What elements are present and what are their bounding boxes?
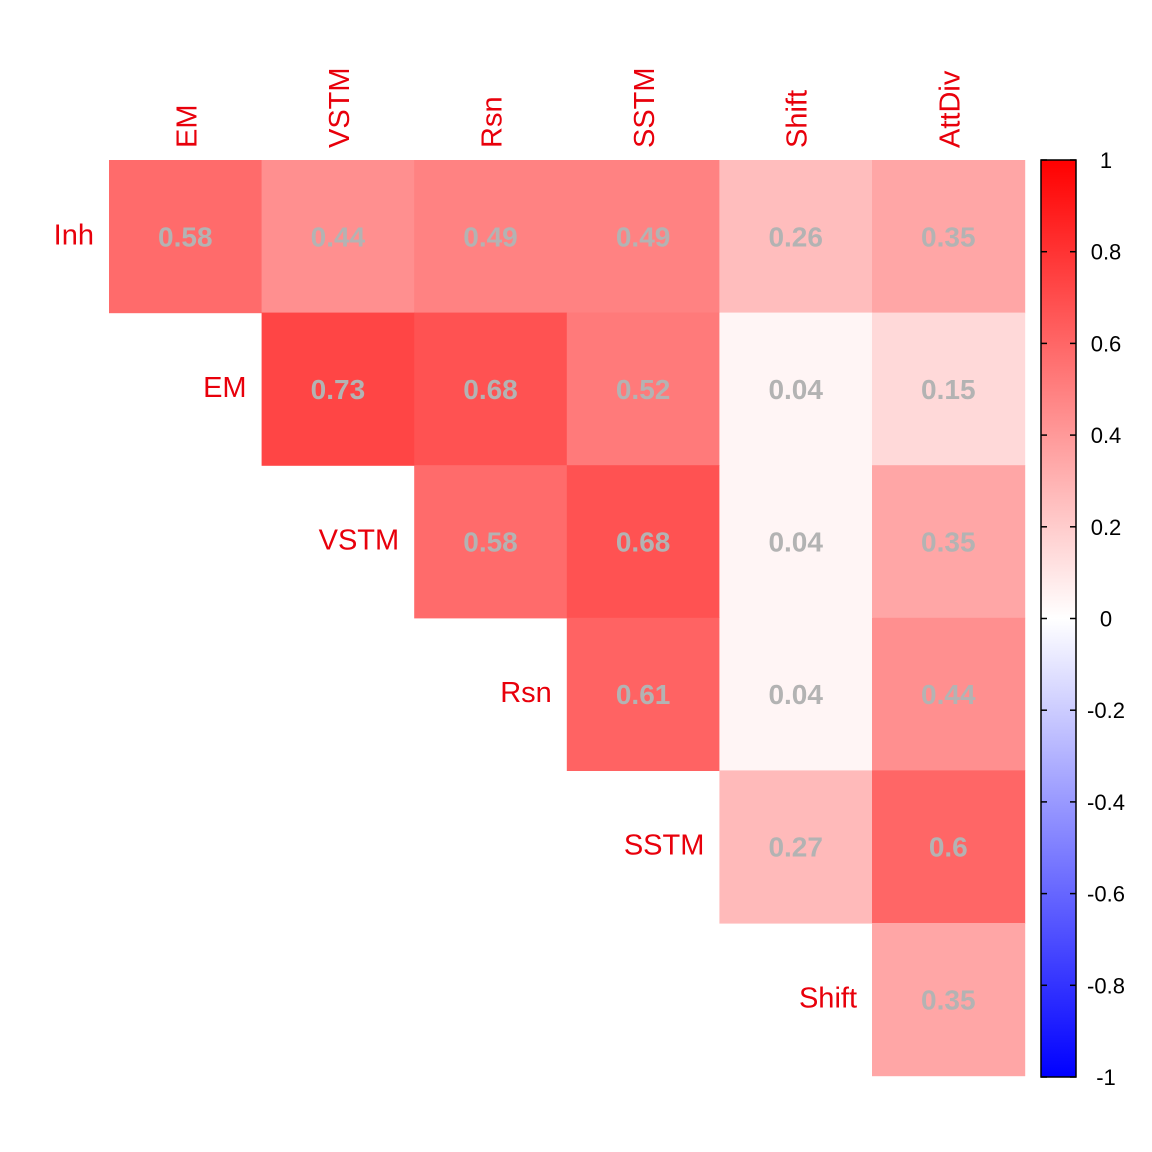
heatmap-cell [414, 312, 568, 466]
row-label: Shift [799, 982, 857, 1014]
legend-tick-label: 0.6 [1091, 331, 1122, 356]
legend-tick-label: 1 [1100, 148, 1112, 173]
legend-tick-label: 0.8 [1091, 240, 1122, 265]
legend-tick-label: -0.4 [1087, 790, 1125, 815]
row-labels: Inh EM VSTM Rsn SSTM Shift [54, 219, 857, 1014]
cell-value-label: 0.44 [311, 221, 366, 252]
heatmap-cell [719, 617, 873, 771]
legend-tick-label: -0.2 [1087, 698, 1125, 723]
heatmap-cell [872, 617, 1026, 771]
legend-tick-label: -0.6 [1087, 882, 1125, 907]
cell-value-label: 0.49 [463, 221, 518, 252]
heatmap-cell [566, 617, 720, 771]
cell-value-label: 0.26 [768, 221, 823, 252]
heatmap-cell [719, 465, 873, 619]
cell-value-label: 0.35 [921, 984, 976, 1015]
cell-value-label: 0.61 [616, 679, 671, 710]
column-label: SSTM [629, 67, 661, 148]
heatmap-cell [872, 923, 1026, 1077]
cell-value-label: 0.27 [768, 832, 823, 863]
row-label: Inh [54, 219, 94, 251]
heatmap-cell [719, 312, 873, 466]
color-legend: 1 0.8 0.6 0.4 0.2 0 -0.2 -0.4 -0.6 -0.8 -1 [1040, 148, 1125, 1090]
legend-tick-label: 0.2 [1091, 515, 1122, 540]
cell-value-label: 0.49 [616, 221, 671, 252]
cell-value-label: 0.04 [768, 679, 823, 710]
heatmap-cell [566, 465, 720, 619]
heatmap-cell [719, 160, 873, 314]
legend-tick-label: 0 [1100, 607, 1112, 632]
heatmap-cells: 0.58 0.44 0.49 0.49 0.26 0.35 0.73 0.68 0.52 0.04… [109, 160, 1026, 1077]
legend-tick-label: 0.4 [1091, 423, 1122, 448]
column-label: VSTM [324, 67, 356, 148]
legend-tick-label: -0.8 [1087, 973, 1125, 998]
cell-value-label: 0.35 [921, 221, 976, 252]
column-label: Rsn [477, 96, 509, 148]
heatmap-cell [872, 160, 1026, 314]
cell-value-label: 0.35 [921, 527, 976, 558]
heatmap-cell [566, 160, 720, 314]
heatmap-cell [261, 312, 415, 466]
cell-value-label: 0.58 [463, 527, 518, 558]
cell-value-label: 0.15 [921, 374, 976, 405]
heatmap-cell [414, 160, 568, 314]
row-label: VSTM [319, 525, 400, 557]
cell-value-label: 0.73 [311, 374, 366, 405]
column-label: AttDiv [934, 70, 966, 148]
row-label: SSTM [624, 830, 705, 862]
cell-value-label: 0.52 [616, 374, 671, 405]
heatmap-cell [261, 160, 415, 314]
heatmap-cell [872, 465, 1026, 619]
cell-value-label: 0.68 [616, 527, 671, 558]
column-label: Shift [782, 90, 814, 148]
row-label: EM [203, 372, 247, 404]
cell-value-label: 0.04 [768, 527, 823, 558]
column-labels: EM VSTM Rsn SSTM Shift AttDiv [171, 67, 966, 148]
heatmap-cell [719, 770, 873, 924]
column-label: EM [171, 105, 203, 149]
heatmap-cell [872, 312, 1026, 466]
heatmap-cell [872, 770, 1026, 924]
cell-value-label: 0.68 [463, 374, 518, 405]
legend-tick-label: -1 [1096, 1065, 1116, 1090]
cell-value-label: 0.04 [768, 374, 823, 405]
row-label: Rsn [500, 677, 552, 709]
cell-value-label: 0.58 [158, 221, 213, 252]
heatmap-cell [414, 465, 568, 619]
heatmap-cell [566, 312, 720, 466]
heatmap-cell [109, 160, 263, 314]
cell-value-label: 0.44 [921, 679, 976, 710]
cell-value-label: 0.6 [929, 832, 968, 863]
